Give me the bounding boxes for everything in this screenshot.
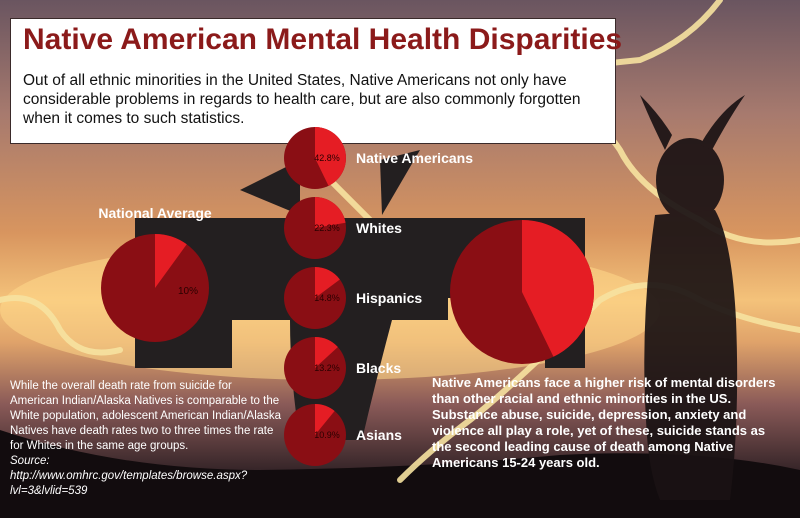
- asians-slice: [315, 404, 335, 435]
- native-american-silhouette: [640, 95, 745, 500]
- hispanics-slice: [315, 267, 340, 298]
- thunderbird-wing-left: [240, 160, 300, 215]
- blacks-slice: [315, 337, 338, 368]
- native-americans-category-label: Native Americans: [356, 150, 473, 166]
- national-average-category-label: National Average: [98, 205, 212, 221]
- source-link[interactable]: http://www.omhrc.gov/templates/browse.as…: [10, 470, 248, 497]
- hispanics-category-label: Hispanics: [356, 290, 422, 306]
- whites-slice: [315, 197, 346, 228]
- national-average-slice: [155, 234, 187, 288]
- intro-text: Out of all ethnic minorities in the Unit…: [23, 72, 581, 127]
- native-americans-data-label: 42.8%: [314, 153, 340, 163]
- blacks-category-label: Blacks: [356, 360, 401, 376]
- native-americans-slice: [315, 127, 346, 186]
- national-average-data-label: 10%: [178, 286, 198, 297]
- asians-data-label: 10.9%: [314, 430, 340, 440]
- left-note: While the overall death rate from suicid…: [10, 379, 282, 499]
- source-label: Source:: [10, 455, 50, 467]
- blacks-data-label: 13.2%: [314, 363, 340, 373]
- right-note: Native Americans face a higher risk of m…: [432, 375, 776, 470]
- asians-category-label: Asians: [356, 427, 402, 443]
- whites-category-label: Whites: [356, 220, 402, 236]
- page-title: Native American Mental Health Disparitie…: [23, 23, 623, 56]
- left-note-text: While the overall death rate from suicid…: [10, 380, 282, 452]
- hispanics-data-label: 14.8%: [314, 293, 340, 303]
- whites-data-label: 22.3%: [314, 223, 340, 233]
- hill-silhouette: [0, 430, 800, 518]
- thunderbird-wing-right: [380, 150, 420, 215]
- large-native-american-slice: [522, 220, 595, 357]
